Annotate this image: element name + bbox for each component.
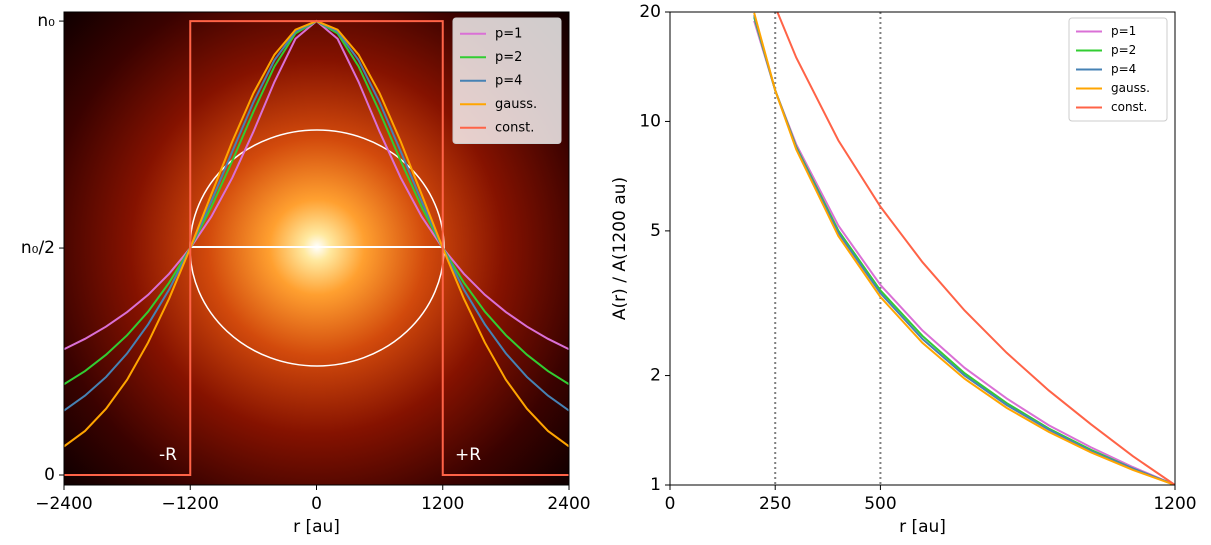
y-tick-label: 0 (44, 465, 55, 485)
x-tick-label: 2400 (547, 494, 590, 514)
legend-label: p=4 (495, 73, 522, 88)
y-tick-label: 5 (650, 221, 661, 241)
series-line (753, 12, 1175, 485)
annotation: -R (159, 445, 177, 465)
y-tick-label: 2 (650, 366, 661, 386)
x-tick-label: 500 (864, 494, 896, 514)
y-tick-label: 10 (639, 111, 661, 131)
y-tick-label: n₀ (37, 11, 55, 31)
plot-area (64, 19, 569, 477)
legend-label: p=1 (495, 26, 522, 41)
x-tick-label: −1200 (161, 494, 219, 514)
legend: p=1 p=2 p=4 gauss. const. (452, 17, 562, 144)
x-tick-label: 0 (311, 494, 322, 514)
legend-label: gauss. (1111, 81, 1150, 95)
legend-label: p=2 (495, 50, 522, 65)
legend-label: const. (495, 120, 534, 135)
legend-label: p=4 (1111, 62, 1136, 76)
series-line (64, 20, 569, 477)
x-tick-label: 1200 (1153, 494, 1196, 514)
x-tick-label: 1200 (421, 494, 464, 514)
x-axis-label: r [au] (293, 517, 340, 537)
axes-frame (669, 11, 1176, 486)
y-tick-label: 20 (639, 2, 661, 22)
x-axis-label: r [au] (899, 517, 946, 537)
legend-label: gauss. (495, 97, 537, 112)
x-tick-label: −2400 (35, 494, 93, 514)
y-tick-label: n₀/2 (21, 238, 55, 258)
x-tick-label: 250 (759, 494, 791, 514)
legend: p=1 p=2 p=4 gauss. const. (1068, 17, 1168, 122)
legend-box (452, 17, 562, 144)
plot-area (753, 12, 1175, 485)
legend-box (1068, 17, 1168, 122)
y-tick-label: 1 (650, 475, 661, 495)
series-line (776, 12, 1175, 485)
annotation: +R (455, 445, 481, 465)
legend-label: p=1 (1111, 24, 1136, 38)
y-axis-label: A(r) / A(1200 au) (610, 177, 630, 320)
x-tick-label: 0 (665, 494, 676, 514)
legend-label: p=2 (1111, 43, 1136, 57)
legend-label: const. (1111, 100, 1147, 114)
